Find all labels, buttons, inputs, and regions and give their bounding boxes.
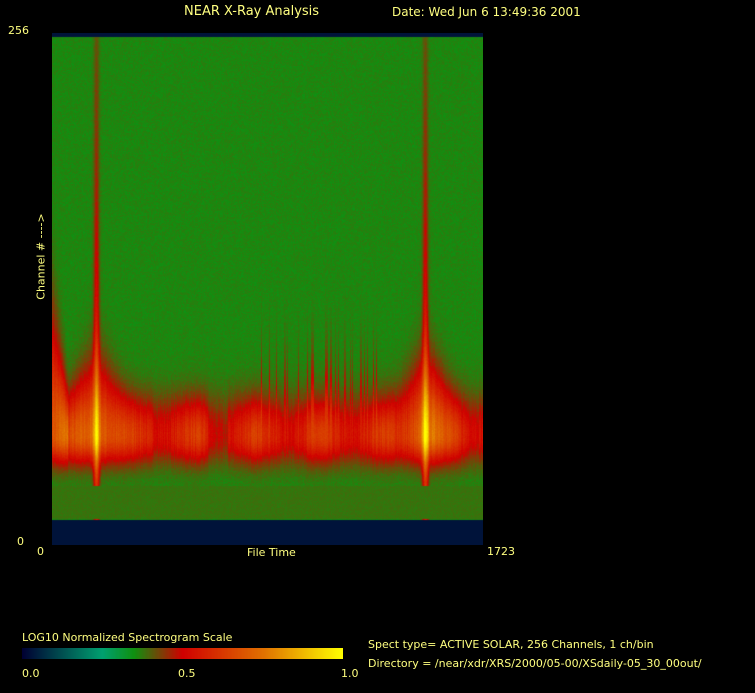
colorbar — [22, 648, 343, 659]
colorbar-title: LOG10 Normalized Spectrogram Scale — [22, 631, 233, 644]
spectrogram-heatmap — [52, 33, 483, 545]
y-tick-max: 256 — [8, 24, 29, 37]
colorbar-tick-1: 1.0 — [341, 667, 359, 680]
x-tick-min: 0 — [37, 545, 44, 558]
directory-info: Directory = /near/xdr/XRS/2000/05-00/XSd… — [368, 657, 702, 670]
y-tick-min: 0 — [17, 535, 24, 548]
page-title: NEAR X-Ray Analysis — [184, 4, 320, 19]
colorbar-tick-0: 0.0 — [22, 667, 40, 680]
date-label: Date: Wed Jun 6 13:49:36 2001 — [392, 5, 581, 19]
colorbar-tick-05: 0.5 — [178, 667, 196, 680]
spect-type-info: Spect type= ACTIVE SOLAR, 256 Channels, … — [368, 638, 654, 651]
x-tick-max: 1723 — [487, 545, 515, 558]
y-axis-label: Channel # ----> — [34, 213, 48, 300]
x-axis-label: File Time — [247, 546, 296, 559]
